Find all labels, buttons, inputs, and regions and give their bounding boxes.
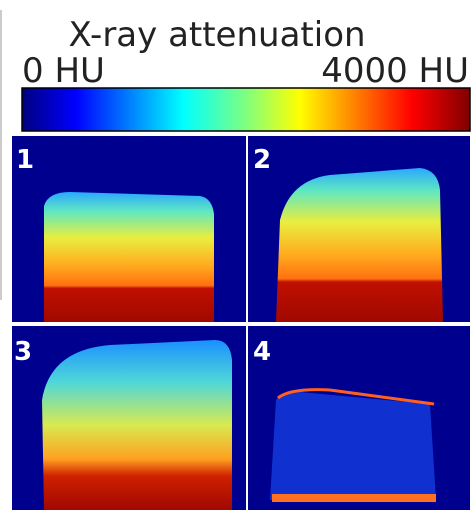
sample <box>270 392 436 500</box>
panel-label: 1 <box>16 145 34 175</box>
sample <box>42 340 232 510</box>
sample <box>44 192 214 322</box>
sample-edge <box>277 388 435 406</box>
panel-4: 4 <box>248 326 470 510</box>
panel-1: 1 <box>12 136 246 322</box>
panel-label: 3 <box>14 337 32 367</box>
panel-2: 2 <box>248 136 470 322</box>
colorbar-min-label: 0 HU <box>22 51 105 91</box>
colorbar-max-label: 4000 HU <box>321 51 469 91</box>
panel-3: 3 <box>12 326 246 510</box>
panel-label: 2 <box>253 145 271 175</box>
sample-base <box>272 494 436 502</box>
panel-label: 4 <box>253 337 271 367</box>
colorbar-title: X-ray attenuation <box>68 15 365 55</box>
colorbar <box>21 87 471 132</box>
sample <box>276 168 443 322</box>
